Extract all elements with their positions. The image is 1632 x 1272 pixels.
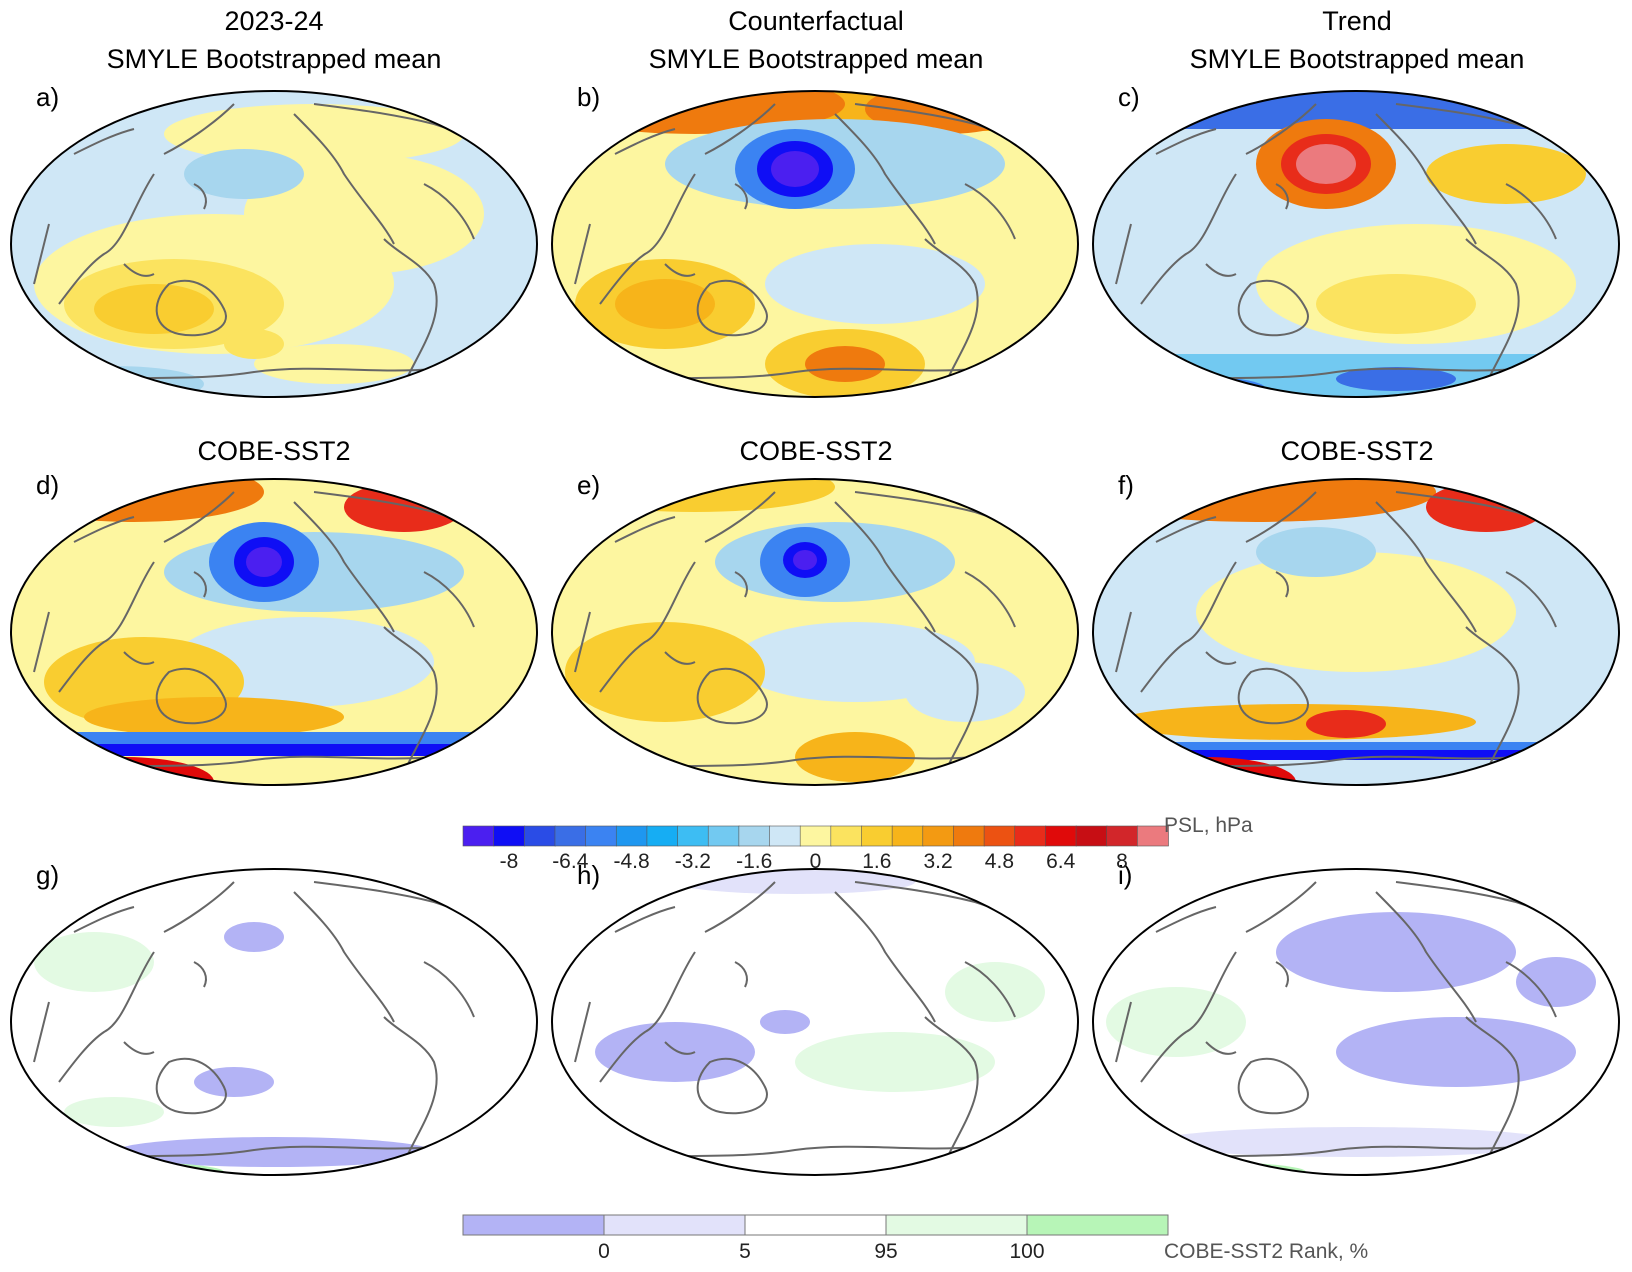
column-1-title-main: 2023-24 [224, 6, 324, 36]
psl-colorbar-swatch [554, 825, 587, 847]
psl-colorbar-swatch [493, 825, 526, 847]
column-1-subtitle: SMYLE Bootstrapped mean [106, 44, 442, 74]
rank-colorbar-tick-label: 95 [874, 1240, 898, 1263]
map-panel-i [1092, 868, 1620, 1176]
psl-colorbar-swatch [861, 825, 893, 847]
psl-colorbar-swatch [983, 825, 1016, 847]
column-3-title-main: Trend [1322, 6, 1392, 36]
psl-colorbar-swatch [646, 825, 679, 847]
row-2-col-1-title: COBE-SST2 [197, 436, 351, 466]
psl-colorbar-tick-label: 8 [1116, 850, 1128, 873]
panel-label-g: g) [36, 860, 60, 890]
rank-colorbar-tick-label: 5 [739, 1240, 751, 1263]
rank-colorbar [462, 1214, 1169, 1236]
psl-colorbar-tick-label: 4.8 [984, 850, 1015, 873]
psl-colorbar-swatch [1045, 825, 1077, 847]
rank-colorbar-tick-label: 100 [1009, 1240, 1045, 1263]
psl-colorbar-tick-label: -6.4 [552, 850, 589, 873]
column-3-title: Trend SMYLE Bootstrapped mean [1097, 2, 1617, 78]
psl-colorbar-swatch [585, 825, 618, 847]
psl-colorbar-swatch [738, 825, 771, 847]
psl-colorbar-tick-label: -3.2 [674, 850, 711, 873]
psl-colorbar-swatch [830, 825, 863, 847]
psl-colorbar-swatch [769, 825, 801, 847]
psl-colorbar-swatch [1137, 825, 1169, 847]
column-2-subtitle: SMYLE Bootstrapped mean [648, 44, 984, 74]
row-2-col-2-title: COBE-SST2 [739, 436, 893, 466]
psl-colorbar-swatch [615, 825, 648, 847]
panel-label-h: h) [577, 860, 601, 890]
rank-colorbar-swatch [744, 1214, 887, 1236]
psl-colorbar-tick-label: 6.4 [1046, 850, 1076, 873]
map-panel-g [10, 868, 538, 1176]
panel-label-b: b) [577, 82, 601, 112]
map-panel-a [10, 90, 538, 398]
rank-colorbar-swatch [603, 1214, 746, 1236]
map-panel-h [551, 868, 1079, 1176]
rank-colorbar-tick-label: 0 [598, 1240, 610, 1263]
psl-colorbar-tick-label: -8 [499, 850, 519, 873]
psl-colorbar-swatch [1014, 825, 1047, 847]
row-2-col-3-title: COBE-SST2 [1280, 436, 1434, 466]
panel-label-a: a) [36, 82, 60, 112]
psl-colorbar [462, 825, 1169, 847]
psl-colorbar-swatch [1075, 825, 1108, 847]
psl-colorbar-swatch [462, 825, 495, 847]
psl-colorbar-swatch [524, 825, 556, 847]
psl-colorbar-unit: PSL, hPa [1164, 814, 1253, 837]
column-3-subtitle: SMYLE Bootstrapped mean [1189, 44, 1525, 74]
map-panel-c [1092, 90, 1620, 398]
psl-colorbar-swatch [953, 825, 985, 847]
panel-label-f: f) [1118, 470, 1134, 500]
map-panel-f [1092, 478, 1620, 786]
psl-colorbar-tick-label: -1.6 [736, 850, 773, 873]
rank-colorbar-swatch [462, 1214, 605, 1236]
rank-colorbar-unit: COBE-SST2 Rank, % [1164, 1240, 1369, 1263]
rank-colorbar-swatch [885, 1214, 1028, 1236]
psl-colorbar-tick-label: 0 [809, 850, 822, 873]
psl-colorbar-swatch [1106, 825, 1139, 847]
psl-colorbar-swatch [922, 825, 955, 847]
panel-label-c: c) [1118, 82, 1140, 112]
psl-colorbar-swatch [707, 825, 740, 847]
column-2-title: Counterfactual SMYLE Bootstrapped mean [556, 2, 1076, 78]
column-2-title-main: Counterfactual [728, 6, 904, 36]
map-panel-b [551, 90, 1079, 398]
column-1-title: 2023-24 SMYLE Bootstrapped mean [14, 2, 534, 78]
map-panel-d [10, 478, 538, 786]
panel-label-e: e) [577, 470, 601, 500]
map-panel-e [551, 478, 1079, 786]
psl-colorbar-tick-label: -4.8 [613, 850, 650, 873]
psl-colorbar-tick-label: 3.2 [923, 850, 953, 873]
psl-colorbar-tick-label: 1.6 [862, 850, 892, 873]
panel-label-i: i) [1118, 860, 1133, 890]
psl-colorbar-swatch [891, 825, 924, 847]
psl-colorbar-swatch [677, 825, 710, 847]
panel-label-d: d) [36, 470, 60, 500]
rank-colorbar-swatch [1026, 1214, 1169, 1236]
psl-colorbar-swatch [799, 825, 832, 847]
